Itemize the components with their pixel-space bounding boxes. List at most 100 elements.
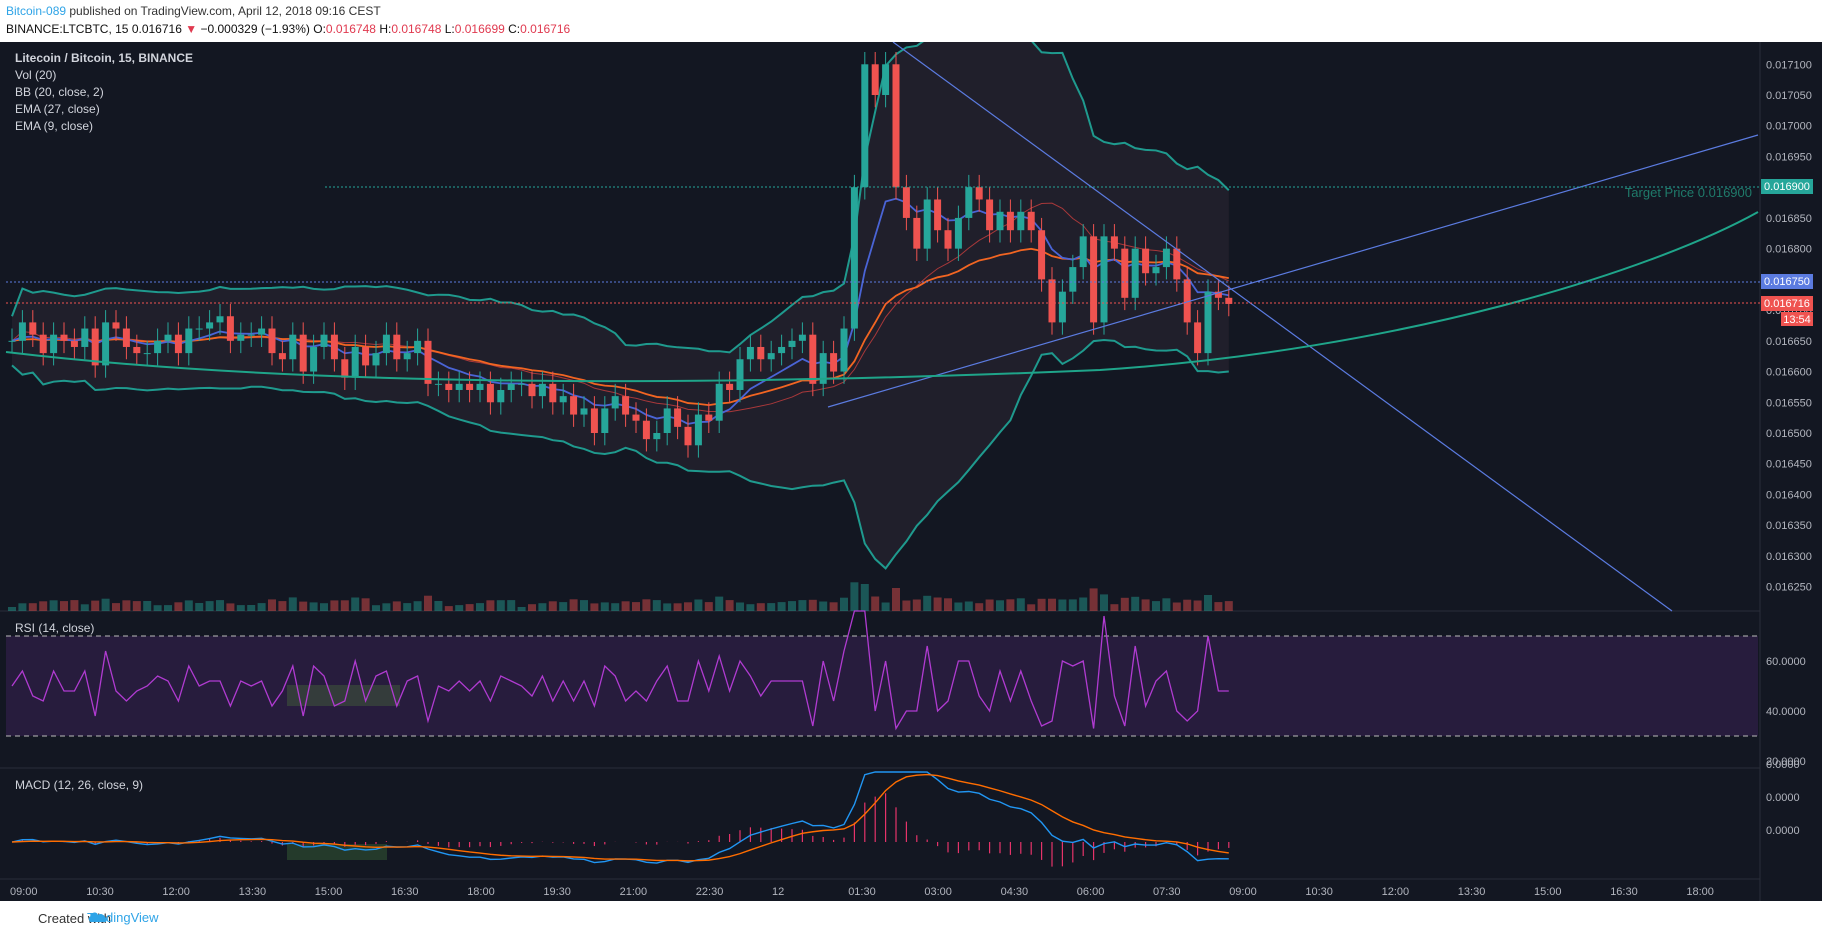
legend-symbol: Litecoin / Bitcoin, 15, BINANCE bbox=[15, 51, 194, 65]
time-axis[interactable]: 09:00 10:30 12:00 13:30 15:00 16:30 18:00 19:30… bbox=[10, 886, 1714, 898]
time-tick-label: 04:30 bbox=[1001, 886, 1029, 898]
volume-bar bbox=[112, 603, 120, 611]
symbol-label: BINANCE:LTCBTC, 15 bbox=[6, 22, 129, 36]
volume-bar bbox=[673, 603, 682, 611]
volume-bar bbox=[288, 597, 297, 611]
candle-body bbox=[289, 334, 297, 360]
price-tick-label: 0.017100 bbox=[1766, 59, 1812, 71]
time-tick-label: 13:30 bbox=[1458, 886, 1486, 898]
candle-body bbox=[715, 383, 723, 421]
time-tick-label: 03:00 bbox=[924, 886, 952, 898]
candle-body bbox=[1214, 291, 1222, 298]
candle-body bbox=[850, 187, 858, 329]
volume-bar bbox=[590, 603, 599, 611]
published-text: published on TradingView.com, April 12, … bbox=[66, 4, 381, 18]
candle-body bbox=[830, 353, 838, 372]
candle-body bbox=[206, 322, 214, 329]
volume-bar bbox=[517, 607, 526, 611]
legend-vol[interactable]: Vol (20) bbox=[15, 68, 57, 82]
candle-body bbox=[8, 340, 16, 342]
volume-bar bbox=[70, 600, 79, 611]
support-curve[interactable] bbox=[5, 211, 1759, 383]
volume-bar bbox=[642, 599, 651, 611]
rsi-tick-label: 20.0000 bbox=[1766, 756, 1806, 768]
price-tick-label: 0.017050 bbox=[1766, 90, 1812, 102]
time-tick-label: 16:30 bbox=[391, 886, 419, 898]
volume-bar bbox=[684, 602, 692, 611]
volume-bar bbox=[798, 600, 807, 611]
candle-body bbox=[174, 334, 182, 354]
chart-svg[interactable]: Target Price 0.016900 0.0171000.0170500.… bbox=[0, 42, 1822, 901]
volume-bar bbox=[985, 599, 994, 611]
candle-body bbox=[798, 334, 806, 341]
candle-body bbox=[944, 230, 952, 249]
chart-area[interactable]: Target Price 0.016900 0.017100 0.017050 0.… bbox=[0, 42, 1822, 901]
candle-body bbox=[653, 433, 661, 440]
candle-body bbox=[133, 346, 141, 354]
volume-bar bbox=[236, 605, 245, 611]
candle-body bbox=[122, 328, 130, 347]
volume-bar bbox=[216, 600, 224, 611]
legend-ema9[interactable]: EMA (9, close) bbox=[15, 119, 94, 133]
author-link[interactable]: Bitcoin-089 bbox=[6, 4, 67, 18]
volume-bar bbox=[725, 600, 734, 611]
candle-body bbox=[861, 64, 869, 188]
volume-bar bbox=[392, 601, 401, 611]
candle-body bbox=[50, 334, 58, 354]
volume-bar bbox=[268, 599, 276, 611]
last-price-tag-text: 0.016716 bbox=[1764, 298, 1810, 310]
macd-highlight-box bbox=[287, 844, 387, 860]
candle-body bbox=[164, 334, 172, 341]
candle-body bbox=[1090, 236, 1098, 323]
volume-bar bbox=[403, 603, 412, 611]
candle-body bbox=[746, 346, 754, 360]
candle-body bbox=[757, 346, 765, 360]
candle-body bbox=[320, 334, 328, 347]
rsi-highlight-box bbox=[287, 685, 400, 706]
candle-body bbox=[403, 353, 411, 360]
time-tick-label: 15:00 bbox=[315, 886, 343, 898]
indicator-legend: Litecoin / Bitcoin, 15, BINANCE Vol (20)… bbox=[15, 50, 193, 135]
price-tick-label: 0.016600 bbox=[1766, 367, 1812, 379]
descending-trendline[interactable] bbox=[892, 42, 1673, 612]
price-axis[interactable]: 0.017100 0.017050 0.017000 0.016950 0.016900… bbox=[1766, 59, 1812, 593]
volume-bar bbox=[1120, 597, 1129, 611]
volume-bar bbox=[1131, 596, 1140, 611]
bb-upper-line bbox=[11, 42, 1230, 354]
price-tick-label: 0.016400 bbox=[1766, 489, 1812, 501]
candle-body bbox=[497, 389, 505, 403]
volume-bar bbox=[91, 600, 100, 611]
candle-body bbox=[1204, 291, 1212, 354]
volume-bar bbox=[1079, 597, 1088, 611]
candle-body bbox=[601, 408, 609, 434]
open-label: O: bbox=[313, 22, 326, 36]
candle-body bbox=[1142, 248, 1150, 274]
volume-bar bbox=[1193, 600, 1202, 611]
candle-body bbox=[310, 346, 318, 372]
candle-body bbox=[393, 334, 401, 360]
volume-bar bbox=[434, 601, 443, 611]
ascending-trendline[interactable] bbox=[827, 134, 1759, 408]
volume-bar bbox=[548, 601, 557, 611]
candle-body bbox=[788, 340, 796, 347]
time-tick-label: 07:30 bbox=[1153, 886, 1181, 898]
candle-body bbox=[1225, 297, 1233, 304]
volume-bars bbox=[8, 582, 1233, 611]
candle-body bbox=[1131, 248, 1139, 298]
volume-bar bbox=[195, 603, 204, 611]
volume-bar bbox=[1172, 602, 1181, 611]
volume-bar bbox=[860, 584, 869, 611]
candle-body bbox=[424, 340, 432, 384]
candle-body bbox=[632, 414, 640, 421]
candle-body bbox=[268, 328, 276, 354]
volume-bar bbox=[975, 603, 984, 611]
ema27-line bbox=[11, 247, 1229, 407]
legend-ema27[interactable]: EMA (27, close) bbox=[15, 102, 100, 116]
volume-bar bbox=[1162, 598, 1171, 611]
time-tick-label: 09:00 bbox=[1229, 886, 1257, 898]
time-tick-label: 16:30 bbox=[1610, 886, 1638, 898]
candle-body bbox=[840, 328, 848, 372]
volume-bar bbox=[538, 603, 547, 611]
tradingview-brand[interactable]: TradingView bbox=[87, 910, 159, 925]
legend-bb[interactable]: BB (20, close, 2) bbox=[15, 85, 104, 99]
